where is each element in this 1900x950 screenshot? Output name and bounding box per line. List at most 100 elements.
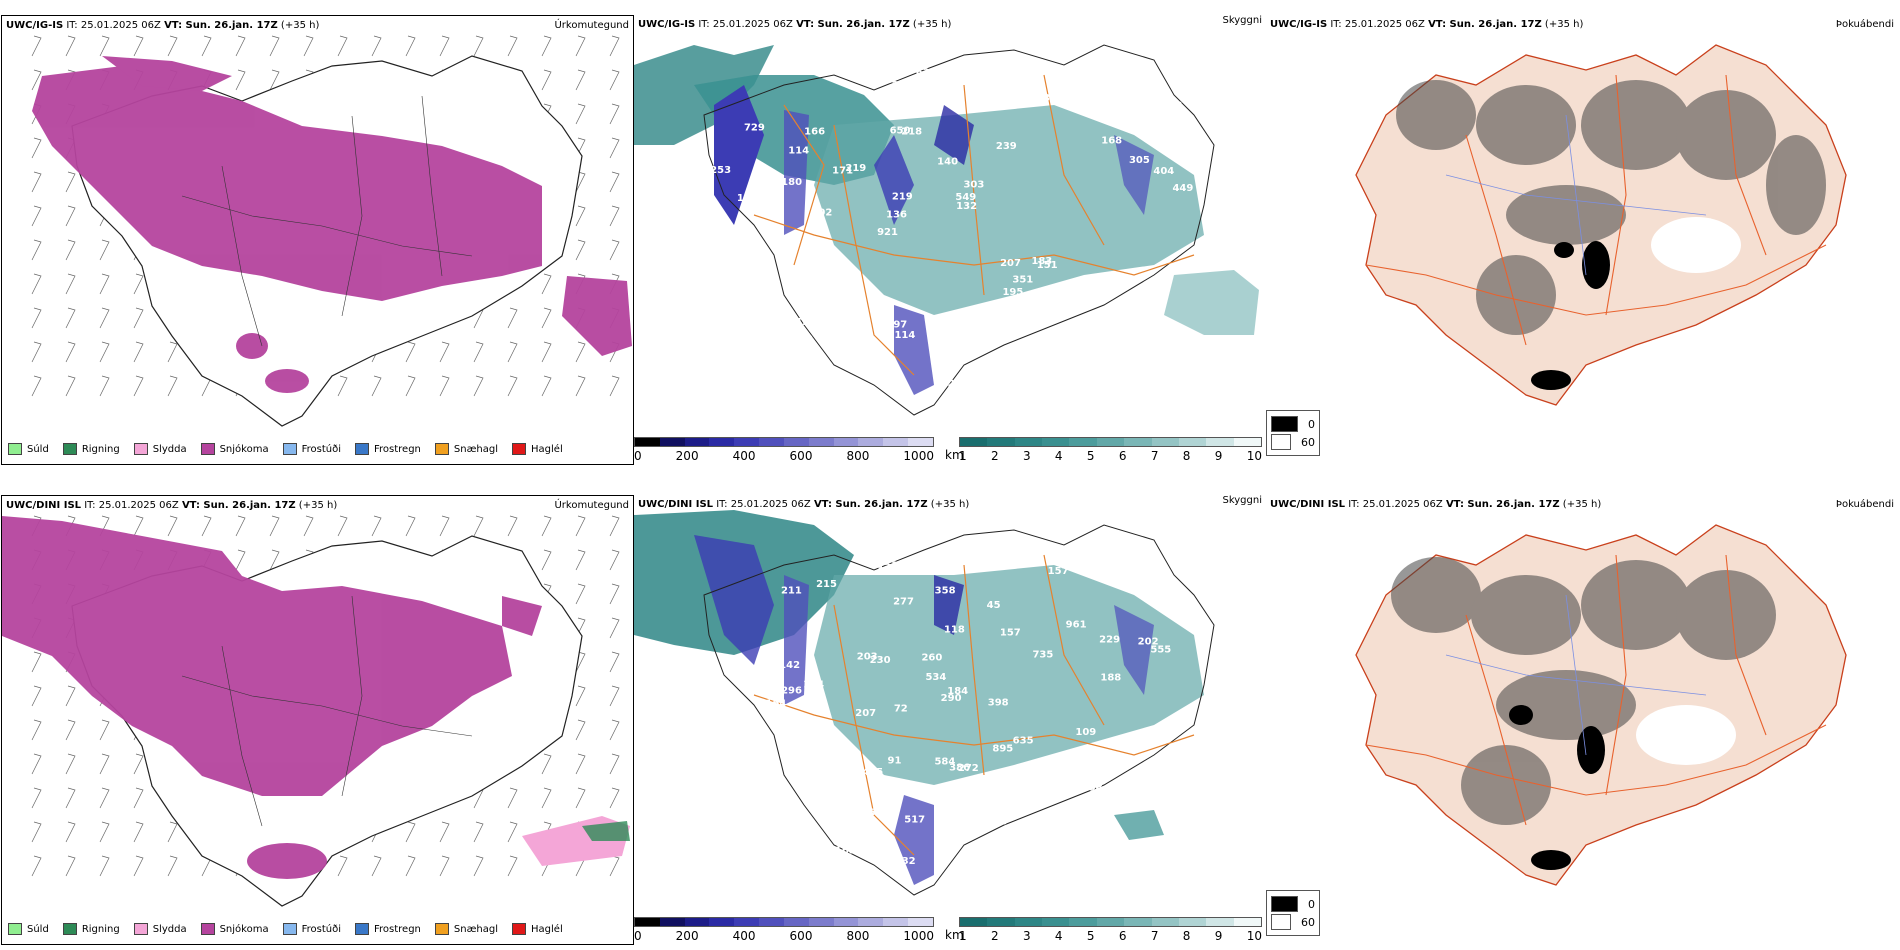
ceiling-label: 405 bbox=[739, 719, 760, 730]
wind-barb bbox=[575, 205, 586, 227]
panel-title: UWC/IG-IS IT: 25.01.2025 06Z VT: Sun. 26… bbox=[638, 19, 952, 30]
ceiling-label: 136 bbox=[886, 210, 907, 221]
fog-map bbox=[1355, 524, 1847, 886]
ceiling-label: 188 bbox=[1100, 673, 1121, 684]
ceiling-label: 165 bbox=[835, 846, 856, 857]
ceiling-label: 729 bbox=[744, 123, 765, 134]
wind-barb bbox=[439, 515, 450, 537]
wind-barb bbox=[337, 855, 348, 877]
wind-barb bbox=[31, 821, 42, 843]
fog-legend-label: 60 bbox=[1301, 915, 1315, 929]
legend-swatch bbox=[434, 923, 449, 935]
colorbar-tick: 8 bbox=[1182, 449, 1191, 463]
wind-barb bbox=[235, 515, 246, 537]
ceiling-label: 91 bbox=[888, 756, 902, 767]
ceiling-label: 211 bbox=[781, 586, 802, 597]
legend-item: Snæhagl bbox=[434, 923, 498, 935]
wind-barb bbox=[609, 375, 620, 397]
legend-swatch bbox=[200, 923, 215, 935]
colorbar-cell bbox=[709, 438, 735, 446]
ceiling-label: 809 bbox=[762, 814, 783, 825]
ceiling-label: 157 bbox=[1000, 627, 1021, 638]
ceiling-label: 355 bbox=[807, 296, 828, 307]
wind-barb bbox=[167, 375, 178, 397]
wind-barb bbox=[99, 787, 110, 809]
legend-item: Frostúði bbox=[282, 923, 341, 935]
wind-barb bbox=[541, 515, 552, 537]
wind-barb bbox=[65, 35, 76, 57]
ceiling-label: 517 bbox=[904, 814, 925, 825]
ceiling-label: 140 bbox=[937, 157, 958, 168]
ceiling-label: 45 bbox=[987, 600, 1001, 611]
colorbar-tick: 4 bbox=[1054, 929, 1063, 943]
colorbar-tick: 400 bbox=[732, 449, 756, 463]
colorbar-tick: 1000 bbox=[903, 929, 934, 943]
wind-barb bbox=[31, 273, 42, 295]
ceiling-label: 497 bbox=[886, 319, 907, 330]
colorbar-tick: 9 bbox=[1214, 449, 1223, 463]
ceiling-label: 254 bbox=[794, 778, 815, 789]
colorbar-cell bbox=[734, 438, 760, 446]
colorbar-cell bbox=[808, 438, 834, 446]
colorbar-cell bbox=[1233, 438, 1261, 446]
colorbar-cell bbox=[635, 918, 660, 926]
ceiling-label: 171 bbox=[832, 165, 853, 176]
fog-legend: 0 60 bbox=[1266, 890, 1320, 936]
legend-swatch bbox=[62, 923, 77, 935]
legend-label: Frostúði bbox=[301, 443, 341, 455]
colorbar-tick: 200 bbox=[675, 449, 699, 463]
param-label: Skyggni bbox=[1222, 15, 1262, 26]
wind-barb bbox=[65, 205, 76, 227]
ceiling-label: 202 bbox=[985, 788, 1006, 799]
fog-legend-swatch bbox=[1271, 914, 1291, 930]
colorbar-cell bbox=[1096, 918, 1125, 926]
wind-barb bbox=[201, 515, 212, 537]
wind-barb bbox=[133, 341, 144, 363]
wind-barb bbox=[201, 35, 212, 57]
colorbar-tick: 9 bbox=[1214, 929, 1223, 943]
visibility-panel-bottom: UWC/DINI ISL IT: 25.01.2025 06Z VT: Sun.… bbox=[634, 495, 1264, 943]
wind-barb bbox=[575, 171, 586, 193]
ceiling-label: 327 bbox=[941, 379, 962, 390]
panel-title: UWC/IG-IS IT: 25.01.2025 06Z VT: Sun. 26… bbox=[1270, 19, 1584, 30]
wind-barb bbox=[337, 515, 348, 537]
legend-label: Rigning bbox=[81, 443, 120, 455]
wind-barb bbox=[65, 719, 76, 741]
fog-panel-bottom: UWC/DINI ISL IT: 25.01.2025 06Z VT: Sun.… bbox=[1266, 495, 1900, 943]
wind-barb bbox=[31, 753, 42, 775]
wind-barb bbox=[65, 855, 76, 877]
ceiling-label: 316 bbox=[1116, 326, 1137, 337]
wind-barb bbox=[575, 719, 586, 741]
legend-item: Frostregn bbox=[355, 443, 421, 455]
panel-title: UWC/DINI ISL IT: 25.01.2025 06Z VT: Sun.… bbox=[6, 500, 338, 511]
wind-barb bbox=[575, 583, 586, 605]
colorbar-cell bbox=[908, 438, 933, 446]
ceiling-label: 142 bbox=[779, 660, 800, 671]
ceiling-label: 63 bbox=[916, 68, 930, 79]
ceiling-label: 301 bbox=[1121, 361, 1142, 372]
ceiling-label: 339 bbox=[1017, 548, 1038, 559]
wind-barb bbox=[439, 855, 450, 877]
colorbar-tick: 6 bbox=[1118, 449, 1127, 463]
legend-swatch bbox=[8, 923, 22, 935]
param-label: Skyggni bbox=[1222, 495, 1262, 506]
wind-barb bbox=[541, 341, 552, 363]
param-label: Þokuábendi bbox=[1835, 499, 1894, 510]
ceiling-label: 303 bbox=[914, 567, 935, 578]
fog-legend-row: 0 bbox=[1271, 415, 1315, 433]
ceiling-label: 168 bbox=[1101, 136, 1122, 147]
wind-barb bbox=[235, 35, 246, 57]
wind-barb bbox=[507, 821, 518, 843]
wind-barb bbox=[575, 69, 586, 91]
wind-barb bbox=[609, 787, 620, 809]
wind-barb bbox=[575, 753, 586, 775]
wind-barb bbox=[99, 719, 110, 741]
wind-barb bbox=[609, 549, 620, 571]
ceiling-label: 88 bbox=[1055, 95, 1069, 106]
wind-barb bbox=[133, 821, 144, 843]
ceiling-label: 166 bbox=[804, 127, 825, 138]
legend-swatch bbox=[355, 923, 369, 935]
ceiling-label: 376 bbox=[1086, 806, 1107, 817]
wind-barb bbox=[31, 137, 42, 159]
ceiling-label: 66 bbox=[797, 778, 811, 789]
